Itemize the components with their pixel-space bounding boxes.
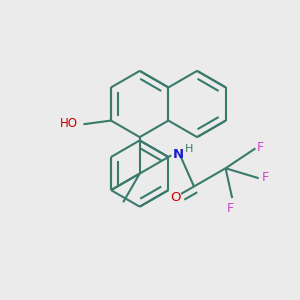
Text: HO: HO (60, 117, 78, 130)
Text: H: H (185, 144, 194, 154)
Text: F: F (261, 171, 268, 184)
Text: N: N (173, 148, 184, 161)
Text: O: O (170, 191, 181, 204)
Text: F: F (257, 141, 264, 154)
Text: F: F (227, 202, 234, 215)
